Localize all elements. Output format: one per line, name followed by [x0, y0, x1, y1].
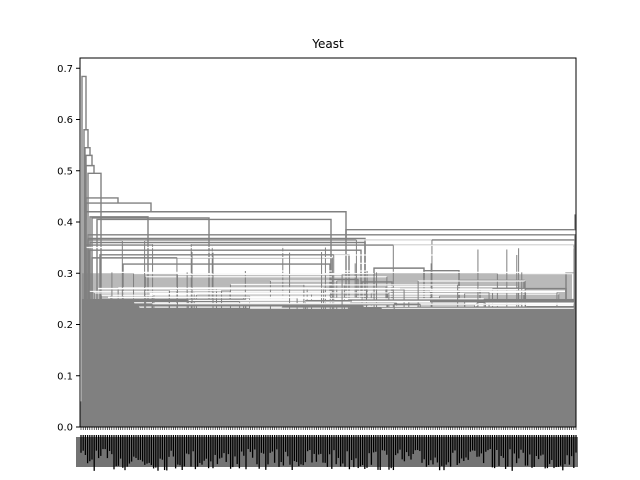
y-tick-label: 0.4	[57, 218, 73, 229]
dendrogram-link	[345, 214, 576, 427]
dendrogram-link	[85, 211, 347, 240]
plot-frame	[79, 57, 577, 428]
plot-layer	[80, 75, 576, 427]
chart-title: Yeast	[311, 37, 344, 51]
dendrogram-link	[83, 129, 89, 427]
dendrogram-link	[96, 218, 332, 427]
y-axis: 0.0 0.1 0.2 0.3 0.4 0.5 0.6 0.7	[57, 64, 80, 434]
y-tick-label: 0.1	[57, 371, 73, 382]
x-tick-label-mass	[76, 437, 578, 467]
y-tick-label: 0.5	[57, 166, 73, 177]
y-tick-label: 0.0	[57, 423, 73, 434]
dendrogram-link	[88, 249, 362, 427]
y-tick-label: 0.7	[57, 64, 73, 75]
dendrogram-dense-merges	[82, 298, 575, 427]
y-tick-label: 0.6	[57, 115, 73, 126]
y-tick-label: 0.2	[57, 320, 73, 331]
y-tick-label: 0.3	[57, 269, 73, 280]
dendrogram-link	[81, 75, 87, 427]
